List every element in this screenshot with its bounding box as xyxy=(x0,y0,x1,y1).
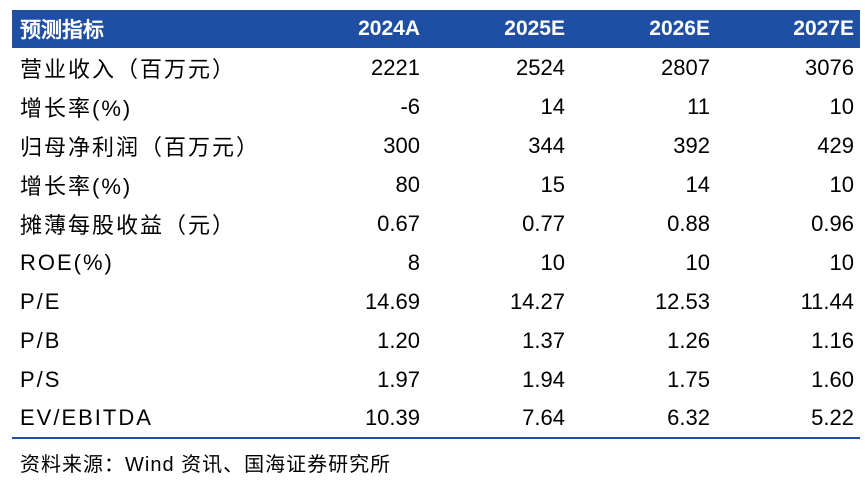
table-row: P/S 1.97 1.94 1.75 1.60 xyxy=(12,360,860,399)
table-cell: 14.69 xyxy=(364,288,420,314)
table-cell: 1.20 xyxy=(377,327,420,353)
table-cell: 1.37 xyxy=(522,327,565,353)
table-cell: 5.22 xyxy=(716,399,860,439)
table-cell: 1.26 xyxy=(667,327,710,353)
table-cell: 1.16 xyxy=(811,327,854,353)
table-cell: 392 xyxy=(673,132,710,158)
header-cell-2026e: 2026E xyxy=(649,17,710,40)
header-cell-2025e: 2025E xyxy=(504,17,565,40)
table-cell: 10 xyxy=(829,171,854,197)
table-row: EV/EBITDA 10.39 7.64 6.32 5.22 xyxy=(12,399,860,439)
table-cell: 12.53 xyxy=(654,288,710,314)
table-cell: 1.60 xyxy=(811,366,854,392)
row-label: P/E xyxy=(20,288,62,314)
table-cell: 1.75 xyxy=(667,366,710,392)
table-cell: 1.94 xyxy=(522,366,565,392)
table-cell: 0.88 xyxy=(667,210,710,236)
header-cell-2027e: 2027E xyxy=(793,17,854,40)
table-cell: 14 xyxy=(540,93,565,119)
row-label: P/B xyxy=(20,327,62,353)
table-row: 增长率(%) -6 14 11 10 xyxy=(12,87,860,126)
table-cell: 80 xyxy=(395,171,420,197)
forecast-table: 预测指标 2024A 2025E 2026E 2027E 营业收入（百万元） 2… xyxy=(12,10,860,439)
table-cell: 10 xyxy=(829,249,854,275)
table-body: 营业收入（百万元） 2221 2524 2807 3076 增长率(%) -6 … xyxy=(12,48,860,439)
table-cell: 1.97 xyxy=(377,366,420,392)
table-cell: 6.32 xyxy=(571,399,716,439)
row-label: 增长率(%) xyxy=(20,173,133,199)
header-cell-2024a: 2024A xyxy=(358,17,420,40)
table-cell: 2221 xyxy=(371,54,420,80)
row-label: 归母净利润（百万元） xyxy=(20,134,261,160)
table-cell: 0.77 xyxy=(522,210,565,236)
table-row: P/E 14.69 14.27 12.53 11.44 xyxy=(12,282,860,321)
table-header: 预测指标 2024A 2025E 2026E 2027E xyxy=(12,10,860,48)
row-label: 营业收入（百万元） xyxy=(20,56,237,82)
row-label: EV/EBITDA xyxy=(12,399,282,439)
row-label: 增长率(%) xyxy=(20,95,133,121)
table-cell: 429 xyxy=(817,132,854,158)
header-cell-indicator: 预测指标 xyxy=(20,19,104,42)
table-cell: 10 xyxy=(829,93,854,119)
table-cell: 2807 xyxy=(661,54,710,80)
table-cell: 10.39 xyxy=(282,399,426,439)
table-row: 摊薄每股收益（元） 0.67 0.77 0.88 0.96 xyxy=(12,204,860,243)
table-cell: 0.67 xyxy=(377,210,420,236)
table-row: 增长率(%) 80 15 14 10 xyxy=(12,165,860,204)
row-label: P/S xyxy=(20,366,62,392)
table-cell: 11 xyxy=(687,93,710,119)
table-cell: 11.44 xyxy=(800,288,854,314)
table-cell: 7.64 xyxy=(426,399,571,439)
table-cell: 8 xyxy=(407,249,420,275)
table-cell: 10 xyxy=(540,249,565,275)
source-note: 资料来源：Wind 资讯、国海证券研究所 xyxy=(20,454,392,476)
table-cell: 2524 xyxy=(516,54,565,80)
table-row: 归母净利润（百万元） 300 344 392 429 xyxy=(12,126,860,165)
table-cell: 300 xyxy=(383,132,420,158)
table-cell: 3076 xyxy=(805,54,854,80)
row-label: ROE(%) xyxy=(20,249,114,275)
table-cell: 10 xyxy=(685,249,710,275)
table-cell: 344 xyxy=(528,132,565,158)
table-cell: 0.96 xyxy=(811,210,854,236)
table-cell: 14 xyxy=(685,171,710,197)
row-label: 摊薄每股收益（元） xyxy=(20,212,237,238)
table-cell: -6 xyxy=(400,93,420,119)
table-cell: 14.27 xyxy=(509,288,565,314)
header-row: 预测指标 2024A 2025E 2026E 2027E xyxy=(12,10,860,48)
table-row: ROE(%) 8 10 10 10 xyxy=(12,243,860,282)
table-cell: 15 xyxy=(540,171,565,197)
table-row: 营业收入（百万元） 2221 2524 2807 3076 xyxy=(12,48,860,87)
table-row: P/B 1.20 1.37 1.26 1.16 xyxy=(12,321,860,360)
